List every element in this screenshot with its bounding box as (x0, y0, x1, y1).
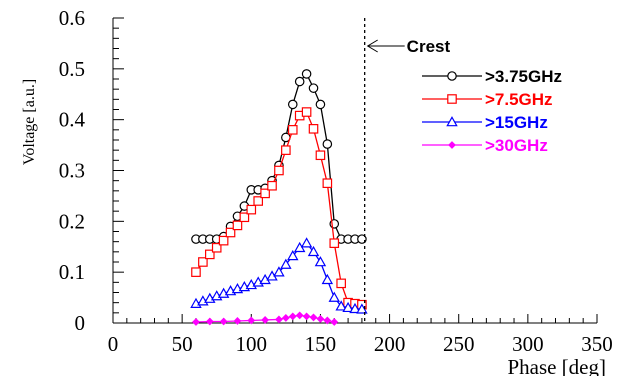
y-tick-label: 0.5 (59, 57, 85, 81)
x-tick-label: 350 (581, 332, 613, 356)
data-point (205, 317, 214, 326)
data-point (261, 316, 270, 324)
data-point (275, 315, 283, 324)
data-point (328, 291, 340, 302)
legend-label: >7.5GHz (485, 90, 553, 109)
x-tick-label: 200 (374, 332, 406, 356)
data-point (274, 165, 284, 176)
y-tick-label: 0 (75, 311, 86, 335)
data-point (294, 76, 305, 87)
data-point (308, 83, 319, 93)
y-tick-label: 0.6 (59, 6, 85, 30)
data-point (295, 311, 304, 320)
data-point (315, 99, 326, 110)
data-point (302, 312, 311, 321)
crest-label: Crest (407, 37, 451, 56)
legend-marker (447, 94, 457, 104)
series-line (195, 72, 362, 240)
data-point (323, 316, 332, 325)
x-axis-title: Phase [deg] (507, 355, 606, 376)
data-point (287, 99, 298, 110)
legend-label: >3.75GHz (485, 67, 562, 86)
y-tick-label: 0.4 (59, 108, 86, 132)
data-point (192, 318, 200, 326)
legend-entry: >7.5GHz (422, 90, 553, 109)
data-point (301, 69, 312, 79)
series-0 (191, 69, 367, 244)
y-tick-label: 0.1 (59, 260, 85, 284)
legend-label: >15GHz (485, 113, 548, 132)
data-point (357, 234, 367, 244)
data-point (321, 273, 334, 285)
annotation-layer: Crest (364, 18, 451, 323)
data-point (260, 188, 270, 199)
data-point (316, 315, 325, 323)
data-point (273, 266, 285, 277)
series-3 (192, 311, 339, 326)
data-point (314, 256, 327, 267)
data-point (218, 235, 229, 246)
data-point (329, 238, 340, 248)
data-point (232, 220, 243, 231)
data-point (239, 212, 250, 223)
y-tick-label: 0.3 (59, 159, 85, 183)
data-point (342, 301, 354, 313)
data-point (205, 249, 215, 260)
legend-entry: >30GHz (422, 136, 548, 155)
data-point (219, 317, 228, 326)
data-point (191, 267, 201, 277)
data-point (309, 313, 318, 322)
data-point (301, 107, 312, 117)
data-point (315, 150, 326, 161)
crest-arrowhead (366, 39, 378, 53)
x-tick-label: 300 (512, 332, 544, 356)
legend-entry: >3.75GHz (422, 67, 562, 86)
legend-marker (446, 116, 458, 127)
x-tick-label: 100 (236, 332, 268, 356)
data-point (281, 314, 290, 322)
data-point (253, 196, 263, 206)
data-point (322, 139, 333, 149)
series-2 (190, 237, 368, 314)
data-point (225, 227, 236, 238)
data-point (198, 257, 208, 267)
data-point (300, 237, 313, 248)
data-point (307, 245, 320, 257)
data-point (211, 242, 222, 253)
x-tick-label: 0 (108, 332, 119, 356)
data-point (287, 125, 298, 135)
y-tick-label: 0.2 (59, 209, 85, 233)
x-tick-label: 50 (172, 332, 193, 356)
data-point (287, 249, 299, 261)
x-tick-label: 250 (443, 332, 475, 356)
legend-label: >30GHz (485, 136, 548, 155)
data-point (233, 317, 242, 325)
data-point (308, 124, 319, 134)
legend-marker (447, 71, 457, 81)
data-point (267, 180, 277, 191)
data-point (288, 312, 297, 321)
legend: >3.75GHz >7.5GHz >15GHz >30GHz (422, 67, 562, 155)
axes: 0 50 100 150 200 250 300 350 0 0.1 0.2 0.3 0.4 0.5 0.6 (59, 6, 613, 356)
series-layer (190, 69, 368, 326)
data-point (280, 258, 292, 269)
data-point (322, 178, 333, 189)
data-point (246, 204, 257, 215)
data-point (349, 302, 361, 314)
legend-entry: >15GHz (422, 113, 548, 132)
data-point (281, 145, 291, 155)
data-point (336, 278, 346, 289)
data-point (330, 318, 339, 326)
data-point (247, 316, 256, 325)
x-tick-label: 150 (305, 332, 337, 356)
y-axis-title: Voltage [a.u.] (21, 79, 38, 165)
series-1 (191, 107, 367, 310)
legend-marker (448, 141, 456, 149)
data-point (335, 300, 347, 311)
